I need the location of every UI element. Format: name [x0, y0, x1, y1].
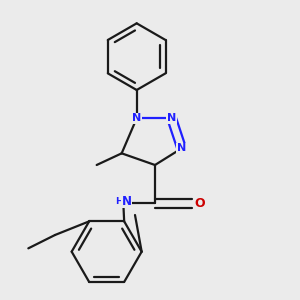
Text: N: N — [167, 113, 176, 123]
Text: N: N — [177, 143, 186, 153]
Text: N: N — [132, 113, 141, 123]
Text: N: N — [122, 195, 132, 208]
Text: H: H — [116, 197, 123, 206]
Text: O: O — [195, 197, 205, 210]
